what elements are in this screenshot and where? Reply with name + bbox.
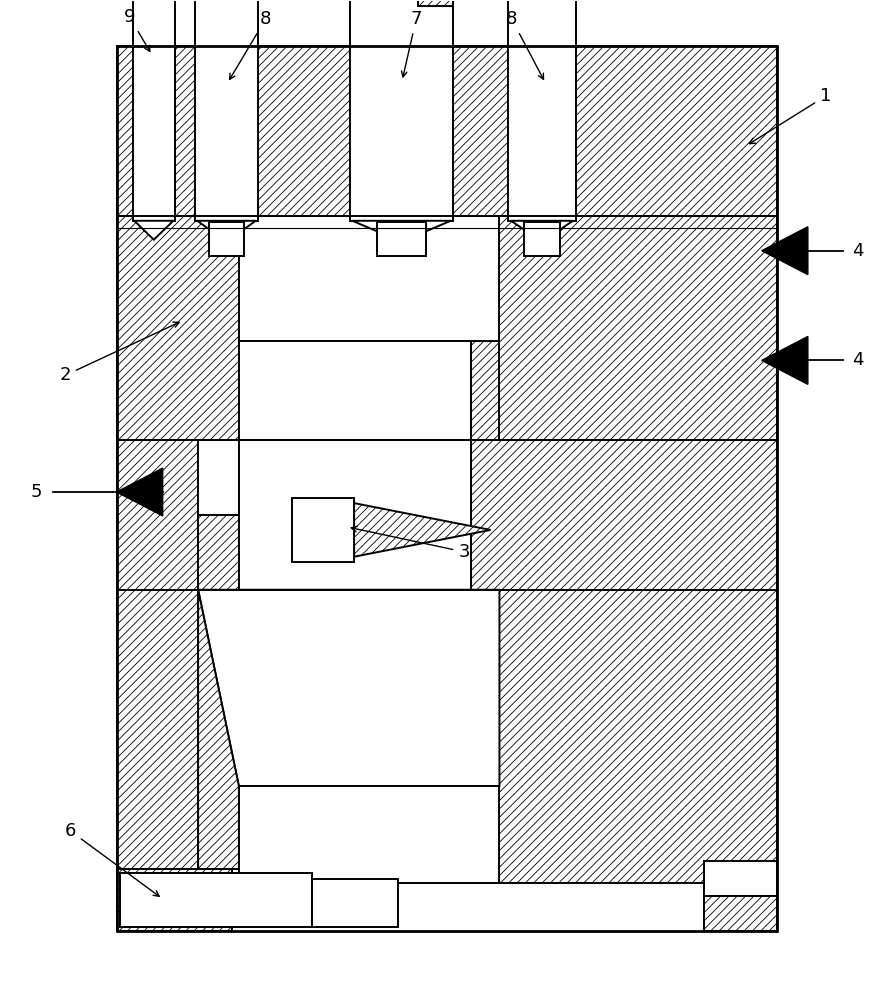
Polygon shape xyxy=(471,440,777,590)
Polygon shape xyxy=(197,221,256,242)
Polygon shape xyxy=(239,216,500,341)
Text: 5: 5 xyxy=(30,483,42,501)
Text: 8: 8 xyxy=(506,10,543,79)
Polygon shape xyxy=(500,590,777,883)
Polygon shape xyxy=(259,46,349,216)
Text: 2: 2 xyxy=(60,322,180,384)
Text: 1: 1 xyxy=(749,87,831,144)
Text: 4: 4 xyxy=(853,351,863,369)
Polygon shape xyxy=(116,440,198,590)
Polygon shape xyxy=(500,216,777,440)
Text: 6: 6 xyxy=(65,822,159,896)
Polygon shape xyxy=(292,498,354,562)
Polygon shape xyxy=(418,0,453,6)
Polygon shape xyxy=(706,883,777,931)
Polygon shape xyxy=(349,0,453,221)
Polygon shape xyxy=(239,786,500,883)
Polygon shape xyxy=(311,879,398,927)
Polygon shape xyxy=(116,869,232,931)
Polygon shape xyxy=(704,861,777,896)
Text: 3: 3 xyxy=(351,526,469,561)
Polygon shape xyxy=(704,896,777,931)
Polygon shape xyxy=(377,222,427,256)
Polygon shape xyxy=(116,46,777,216)
Polygon shape xyxy=(120,873,311,927)
Polygon shape xyxy=(762,227,808,275)
Polygon shape xyxy=(116,468,163,516)
Polygon shape xyxy=(116,46,132,216)
Text: 4: 4 xyxy=(853,242,863,260)
Polygon shape xyxy=(509,0,576,221)
Polygon shape xyxy=(525,222,560,256)
Text: 8: 8 xyxy=(229,10,271,79)
Polygon shape xyxy=(198,440,239,515)
Polygon shape xyxy=(134,221,173,240)
Polygon shape xyxy=(762,336,808,384)
Polygon shape xyxy=(239,440,471,590)
Polygon shape xyxy=(175,46,195,216)
Polygon shape xyxy=(198,515,239,590)
Polygon shape xyxy=(576,46,777,216)
Polygon shape xyxy=(198,590,239,869)
Polygon shape xyxy=(209,222,244,256)
Polygon shape xyxy=(116,216,239,440)
Polygon shape xyxy=(471,341,500,440)
Polygon shape xyxy=(511,221,573,242)
Polygon shape xyxy=(354,503,491,557)
Polygon shape xyxy=(116,590,198,869)
Polygon shape xyxy=(132,0,175,221)
Text: 7: 7 xyxy=(402,10,422,77)
Polygon shape xyxy=(453,46,509,216)
Polygon shape xyxy=(239,341,471,440)
Polygon shape xyxy=(195,0,259,221)
Polygon shape xyxy=(198,590,500,786)
Polygon shape xyxy=(116,911,232,931)
Polygon shape xyxy=(352,221,451,242)
Text: 9: 9 xyxy=(124,8,150,51)
